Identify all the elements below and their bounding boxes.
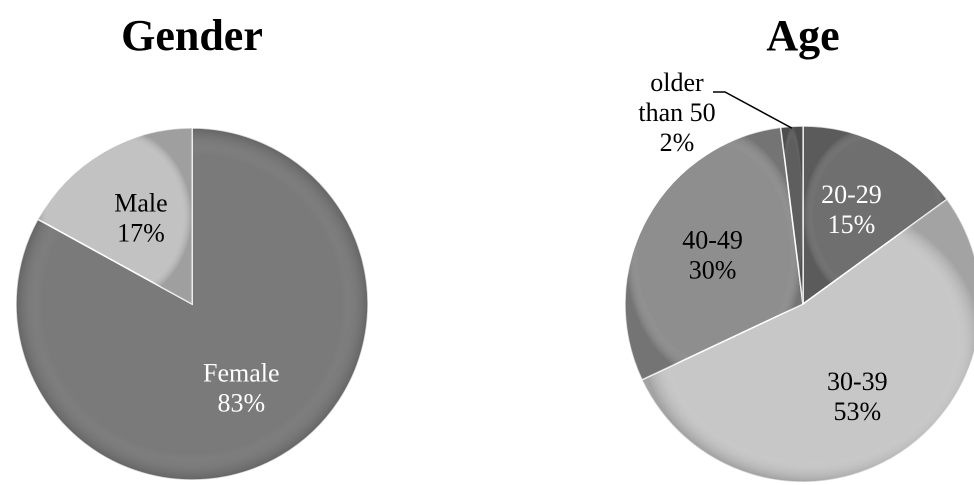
gender-pie-chart: Female 83% Male 17% [15, 127, 369, 481]
age-leader-line-older-than-50 [713, 91, 793, 129]
age-chart-title: Age [766, 11, 839, 60]
gender-chart-title: Gender [121, 11, 263, 60]
age-label-40-49: 40-49 30% [682, 225, 743, 284]
gender-label-female: Female 83% [203, 358, 280, 417]
age-label-20-29: 20-29 15% [821, 180, 882, 239]
gender-label-male: Male 17% [114, 189, 167, 248]
age-label-older-than-50: older than 50 2% [638, 68, 715, 157]
age-pie-chart: 20-29 15% 30-39 53% 40-49 30% older than 50 2% [624, 68, 974, 483]
age-label-30-39: 30-39 53% [827, 367, 888, 426]
